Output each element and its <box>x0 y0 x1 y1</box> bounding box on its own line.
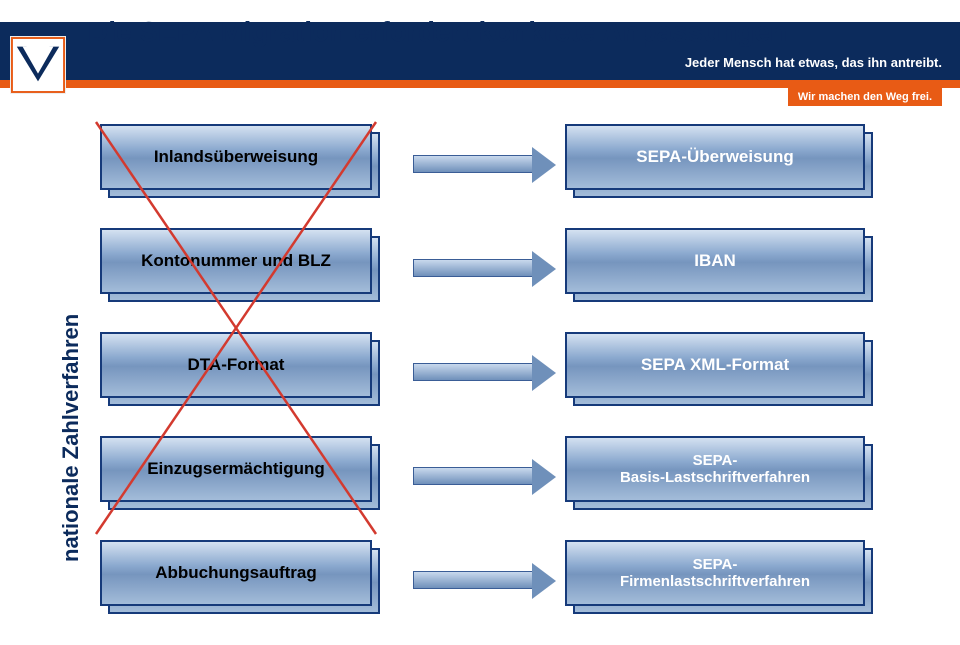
migration-arrow-icon <box>413 363 533 381</box>
brand-logo <box>10 36 66 94</box>
pill-einzugsermaechtigung: Einzugsermächtigung <box>100 436 372 502</box>
pill-label: IBAN <box>686 251 744 271</box>
header-subtag: Wir machen den Weg frei. <box>788 88 942 106</box>
migration-arrow-icon <box>413 155 533 173</box>
column-national: Inlandsüberweisung Kontonummer und BLZ D… <box>100 124 372 644</box>
pill-sepa-firmenlastschrift: SEPA-Firmenlastschriftverfahren <box>565 540 865 606</box>
vr-logo-icon <box>11 37 65 93</box>
vertical-axis-label: nationale Zahlverfahren <box>58 314 84 562</box>
slide-root: { "slide": { "title": "Die SEPA Migratio… <box>0 0 960 645</box>
pill-label: Inlandsüberweisung <box>146 147 326 167</box>
migration-arrow-icon <box>413 571 533 589</box>
header-orange-rule <box>0 80 960 88</box>
pill-sepa-xml: SEPA XML-Format <box>565 332 865 398</box>
pill-iban: IBAN <box>565 228 865 294</box>
pill-label: SEPA XML-Format <box>633 355 797 375</box>
pill-sepa-basis-lastschrift: SEPA-Basis-Lastschriftverfahren <box>565 436 865 502</box>
pill-label: Abbuchungsauftrag <box>147 563 325 583</box>
pill-label: Einzugsermächtigung <box>139 459 333 479</box>
column-arrows <box>398 124 548 644</box>
pill-kontonummer-blz: Kontonummer und BLZ <box>100 228 372 294</box>
header-tagline: Jeder Mensch hat etwas, das ihn antreibt… <box>685 55 942 70</box>
pill-sepa-ueberweisung: SEPA-Überweisung <box>565 124 865 190</box>
migration-arrow-icon <box>413 467 533 485</box>
pill-abbuchungsauftrag: Abbuchungsauftrag <box>100 540 372 606</box>
pill-label: Kontonummer und BLZ <box>133 251 339 271</box>
column-sepa: SEPA-Überweisung IBAN SEPA XML-Format SE… <box>565 124 865 644</box>
pill-label: SEPA-Basis-Lastschriftverfahren <box>612 452 818 487</box>
migration-arrow-icon <box>413 259 533 277</box>
slide-title: Die SEPA Migration erfordert konkrete An… <box>88 16 787 48</box>
pill-label: SEPA-Firmenlastschriftverfahren <box>612 556 818 591</box>
pill-label: DTA-Format <box>180 355 293 375</box>
pill-inlandsueberweisung: Inlandsüberweisung <box>100 124 372 190</box>
pill-dta-format: DTA-Format <box>100 332 372 398</box>
pill-label: SEPA-Überweisung <box>628 147 801 167</box>
